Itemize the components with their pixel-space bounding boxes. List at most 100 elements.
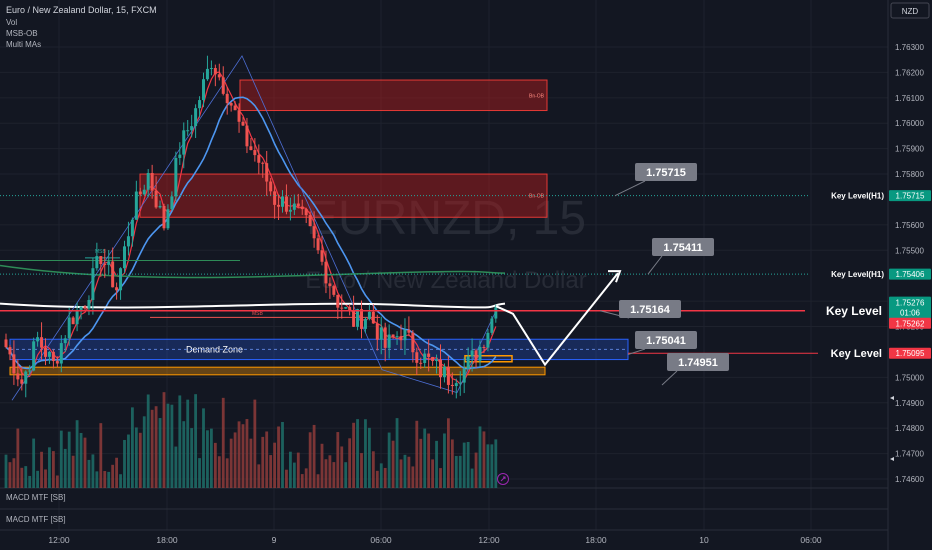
volume-bar: [439, 468, 442, 488]
volume-bar: [305, 468, 308, 488]
macd-pane-1-label[interactable]: MACD MTF [SB]: [6, 493, 66, 502]
candle-body: [435, 359, 438, 361]
key-level-label: Key Level: [826, 304, 882, 318]
volume-bar: [471, 469, 474, 488]
candle-body: [277, 205, 280, 207]
volume-bar: [13, 458, 16, 488]
volume-bar: [396, 418, 399, 488]
time-tick-label: 9: [272, 535, 277, 545]
candle-body: [352, 311, 355, 327]
indicator-vol[interactable]: Vol: [6, 18, 17, 27]
candle-body: [182, 130, 185, 154]
price-tick-label: 1.76200: [895, 68, 924, 77]
candle-body: [249, 146, 252, 150]
candle-body: [151, 173, 154, 191]
candle-body: [16, 373, 19, 379]
candle-body: [190, 126, 193, 130]
candle-body: [155, 191, 158, 208]
supply-zone: [240, 80, 547, 110]
volume-bar: [261, 437, 264, 488]
volume-bar: [119, 474, 122, 488]
candle-body: [309, 215, 312, 226]
indicator-msb-ob[interactable]: MSB-OB: [6, 29, 38, 38]
candle-body: [368, 312, 371, 319]
countdown-text: 01:06: [900, 309, 921, 318]
candle-body: [12, 354, 15, 373]
candle-body: [400, 336, 403, 340]
volume-bar: [487, 444, 490, 488]
candle-body: [407, 330, 410, 333]
volume-bar: [309, 432, 312, 488]
candle-body: [269, 182, 272, 192]
volume-bar: [171, 405, 174, 488]
volume-bar: [423, 429, 426, 488]
symbol-title[interactable]: Euro / New Zealand Dollar, 15, FXCM: [6, 5, 157, 15]
volume-bar: [163, 392, 166, 488]
volume-bar: [419, 439, 422, 488]
candle-body: [178, 155, 181, 158]
macd-pane-2-label[interactable]: MACD MTF [SB]: [6, 515, 66, 524]
candle-body: [87, 300, 90, 309]
candle-body: [479, 347, 482, 361]
candle-body: [206, 69, 209, 79]
candle-body: [463, 369, 466, 383]
candle-body: [305, 209, 308, 215]
candle-body: [214, 68, 217, 74]
candle-body: [336, 295, 339, 308]
volume-bar: [246, 419, 249, 488]
price-tick-label: 1.75800: [895, 170, 924, 179]
volume-bar: [411, 466, 414, 488]
volume-bar: [388, 433, 391, 488]
candle-body: [80, 306, 83, 309]
candle-body: [245, 126, 248, 147]
candle-body: [226, 94, 229, 103]
indicator-multi-mas[interactable]: Multi MAs: [6, 40, 41, 49]
candle-body: [28, 370, 31, 371]
volume-bar: [167, 404, 170, 488]
candle-body: [482, 347, 485, 348]
volume-bar: [408, 457, 411, 488]
volume-bar: [325, 459, 328, 488]
candle-body: [238, 110, 241, 122]
candle-body: [32, 341, 35, 370]
candle-body: [48, 352, 51, 357]
candle-body: [415, 352, 418, 363]
candle-body: [36, 337, 39, 341]
callout-leader: [662, 371, 677, 385]
volume-bar: [5, 455, 8, 488]
callout-value: 1.75411: [663, 242, 702, 254]
candle-body: [143, 190, 146, 195]
volume-bar: [431, 459, 434, 488]
volume-bar: [467, 442, 470, 488]
volume-bar: [451, 439, 454, 488]
price-tick-label: 1.74700: [895, 450, 924, 459]
key-level-h1-label: Key Level(H1): [831, 192, 884, 201]
candle-body: [324, 262, 327, 284]
candle-body: [139, 192, 142, 195]
msb-label: MSB: [252, 311, 264, 317]
time-tick-label: 12:00: [478, 535, 500, 545]
volume-bar: [483, 431, 486, 488]
candle-body: [467, 356, 470, 368]
volume-bar: [332, 462, 335, 488]
callout-leader: [615, 181, 645, 196]
currency-button[interactable]: NZD: [891, 3, 929, 18]
candle-body: [403, 330, 406, 340]
candle-body: [127, 236, 130, 246]
volume-bar: [95, 471, 98, 488]
volume-bar: [348, 438, 351, 488]
candle-body: [364, 319, 367, 329]
candle-body: [170, 196, 173, 209]
price-tick-label: 1.75600: [895, 221, 924, 230]
volume-bar: [68, 432, 71, 488]
volume-bar: [372, 451, 375, 488]
candle-body: [194, 108, 197, 126]
price-tag-key-level-text: 1.75095: [896, 349, 925, 358]
candle-body: [84, 306, 87, 308]
replay-icon[interactable]: [498, 474, 509, 485]
volume-bar: [44, 469, 47, 488]
time-tick-label: 06:00: [370, 535, 392, 545]
supply-zone-label: Bn-OB: [529, 93, 545, 99]
callout-value: 1.75715: [646, 167, 686, 179]
